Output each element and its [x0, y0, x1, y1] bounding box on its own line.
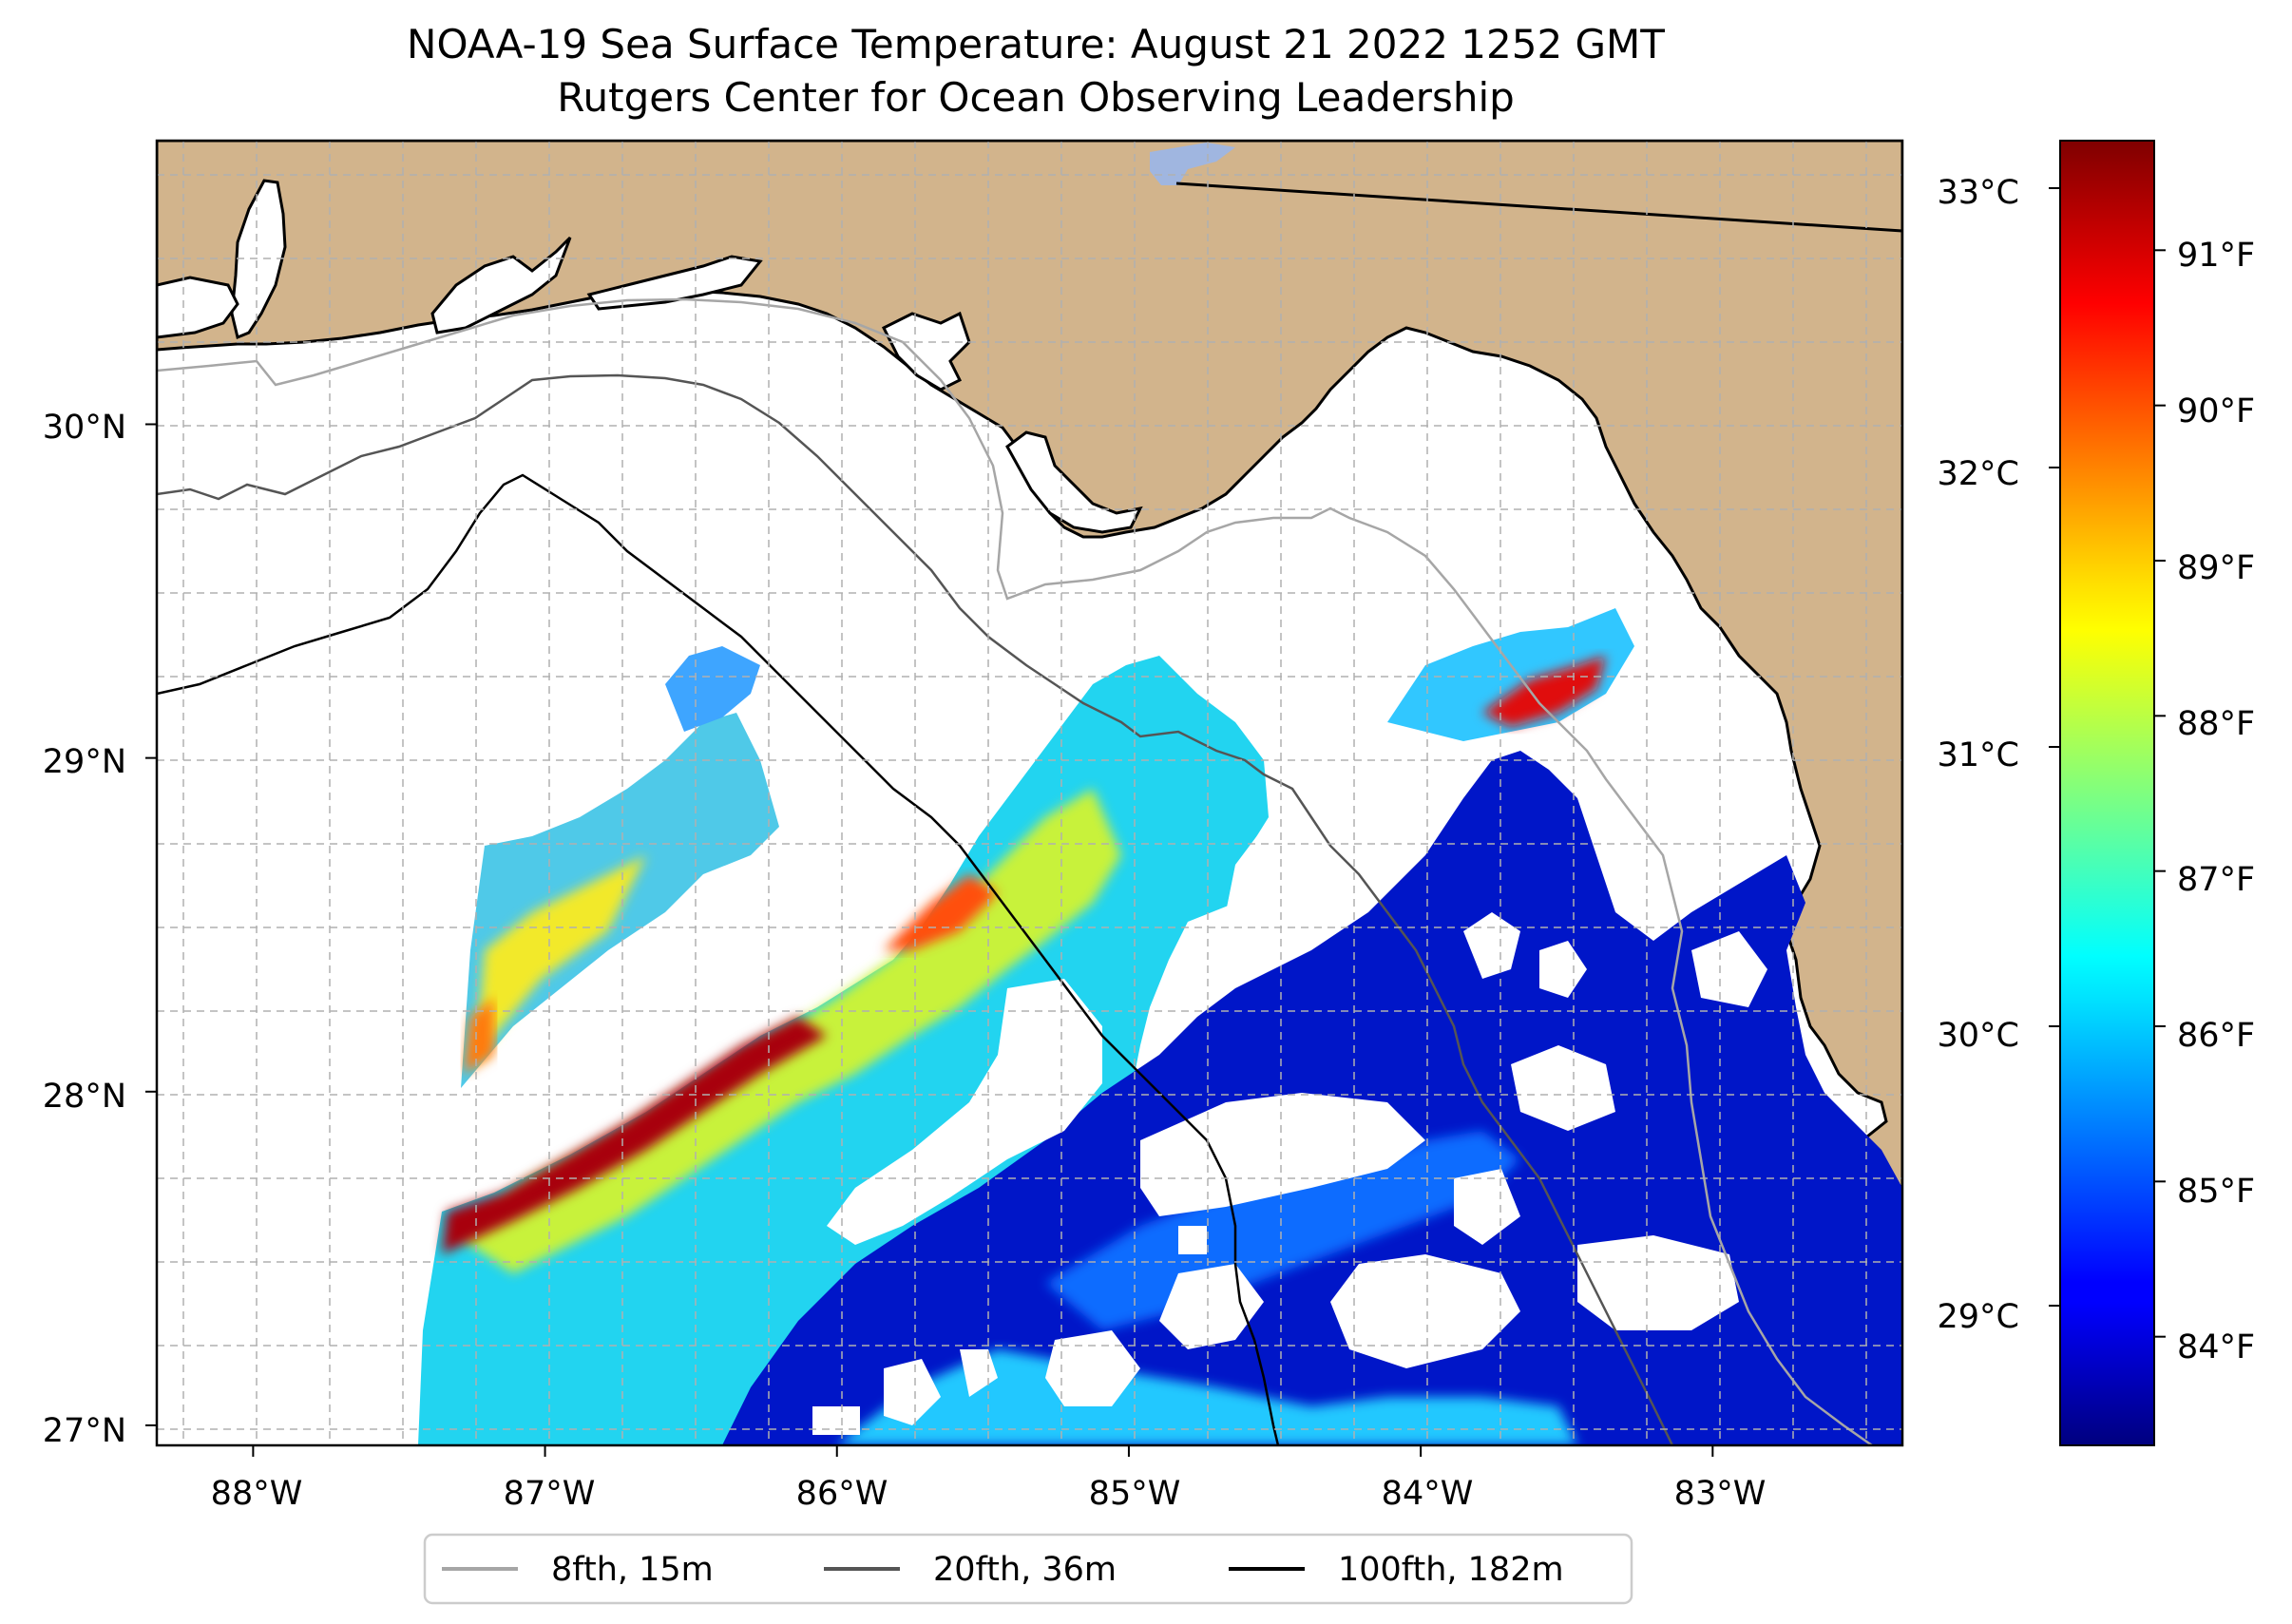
- lon-label: 88°W: [211, 1475, 303, 1513]
- fahrenheit-label: 85°F: [2177, 1173, 2255, 1211]
- celsius-label: 31°C: [1938, 736, 2019, 774]
- map-panel: [157, 141, 1902, 1445]
- lat-label: 30°N: [43, 409, 126, 447]
- map-frame: [155, 139, 1904, 1447]
- graticule: [157, 141, 1902, 1445]
- fahrenheit-label: 89°F: [2177, 549, 2255, 587]
- axis-ticks: [145, 423, 1714, 1457]
- lat-label: 28°N: [43, 1078, 126, 1116]
- lon-label: 87°W: [504, 1475, 596, 1513]
- fahrenheit-label: 90°F: [2177, 392, 2255, 430]
- contour-8fth: [157, 297, 1873, 1445]
- map-title: NOAA-19 Sea Surface Temperature: August …: [407, 21, 1665, 67]
- contour-100fth: [157, 473, 1280, 1445]
- celsius-label: 33°C: [1938, 174, 2019, 212]
- lat-label: 27°N: [43, 1412, 126, 1450]
- celsius-label: 30°C: [1938, 1017, 2019, 1055]
- contour-legend: 8fth, 15m 20fth, 36m 100fth, 182m: [423, 1533, 1633, 1605]
- sst-data: [418, 608, 1902, 1445]
- fahrenheit-label: 87°F: [2177, 861, 2255, 899]
- colorbar-ticks: [2049, 186, 2166, 1338]
- lon-label: 85°W: [1089, 1475, 1181, 1513]
- legend-label-8fth: 8fth, 15m: [551, 1551, 714, 1589]
- fahrenheit-label: 86°F: [2177, 1017, 2255, 1055]
- lat-label: 29°N: [43, 743, 126, 781]
- fahrenheit-label: 91°F: [2177, 237, 2255, 275]
- lon-label: 83°W: [1674, 1475, 1767, 1513]
- map-subtitle: Rutgers Center for Ocean Observing Leade…: [557, 74, 1515, 121]
- lon-label: 84°W: [1382, 1475, 1474, 1513]
- fahrenheit-label: 88°F: [2177, 705, 2255, 743]
- celsius-label: 29°C: [1938, 1298, 2019, 1336]
- celsius-label: 32°C: [1938, 455, 2019, 493]
- legend-label-100fth: 100fth, 182m: [1338, 1551, 1564, 1589]
- colorbar: [2059, 140, 2155, 1446]
- lon-label: 86°W: [796, 1475, 888, 1513]
- fahrenheit-label: 84°F: [2177, 1328, 2255, 1366]
- legend-label-20fth: 20fth, 36m: [933, 1551, 1117, 1589]
